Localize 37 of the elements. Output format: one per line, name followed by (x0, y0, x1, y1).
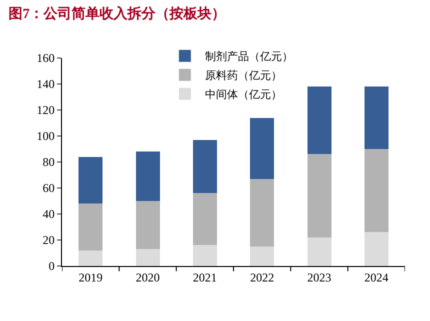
y-tick-label: 120 (36, 103, 55, 118)
bar (136, 249, 160, 266)
y-tick-label: 20 (42, 233, 55, 248)
bar (136, 152, 160, 201)
x-tick-label: 2020 (136, 270, 160, 284)
legend-label: 中间体（亿元） (204, 88, 282, 102)
y-tick-label: 60 (42, 181, 55, 196)
bar (250, 246, 274, 266)
bar (307, 86, 332, 154)
y-tick-label: 100 (36, 129, 55, 144)
legend-label: 原料药（亿元） (204, 69, 282, 82)
bar (364, 149, 388, 232)
bar (78, 204, 103, 250)
y-tick-label: 160 (36, 51, 55, 66)
bar (136, 201, 160, 250)
y-tick-label: 0 (48, 259, 55, 274)
bar (250, 118, 274, 179)
y-tick-label: 140 (36, 77, 55, 92)
bar (307, 237, 332, 266)
x-tick-label: 2024 (364, 270, 388, 284)
legend-label: 制剂产品（亿元） (204, 50, 293, 64)
bar (192, 140, 217, 194)
x-tick-label: 2019 (78, 270, 103, 284)
bar (364, 232, 388, 266)
bar (78, 250, 103, 266)
bar (78, 156, 103, 204)
bar (192, 193, 217, 246)
x-tick-label: 2023 (307, 270, 332, 284)
chart-title: 图7：公司简单收入拆分（按板块） (8, 6, 226, 22)
y-tick-label: 80 (42, 155, 55, 170)
bar (364, 86, 388, 149)
bar (250, 178, 274, 246)
x-tick-label: 2022 (250, 270, 274, 284)
bar (192, 245, 217, 266)
y-tick-label: 40 (42, 207, 55, 222)
bar (307, 154, 332, 238)
x-tick-label: 2021 (192, 270, 217, 284)
